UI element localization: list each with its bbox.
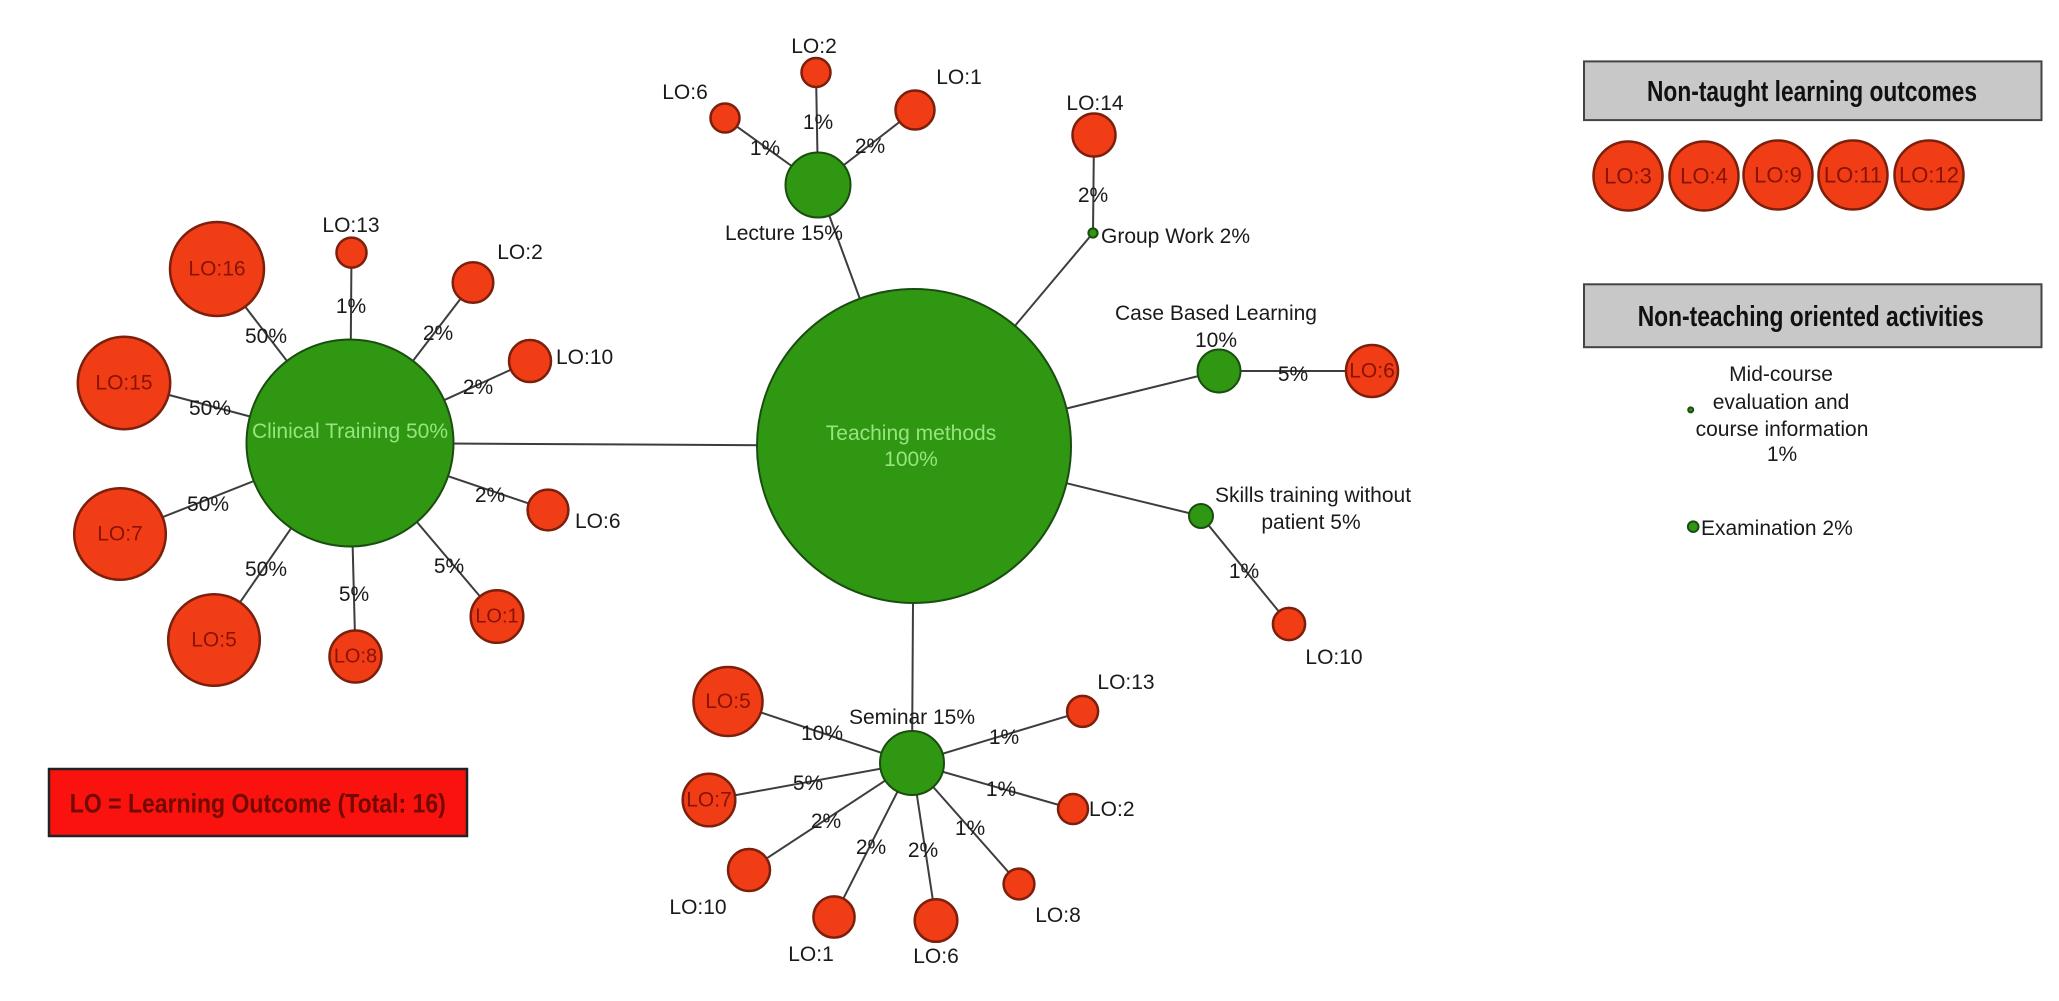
svg-text:course information: course information bbox=[1696, 418, 1869, 441]
svg-text:LO:5: LO:5 bbox=[191, 629, 237, 652]
svg-text:patient 5%: patient 5% bbox=[1261, 511, 1360, 534]
svg-text:Skills training without: Skills training without bbox=[1215, 484, 1411, 507]
svg-text:LO:4: LO:4 bbox=[1680, 164, 1728, 189]
svg-text:2%: 2% bbox=[908, 839, 938, 862]
svg-text:50%: 50% bbox=[187, 493, 229, 516]
svg-text:Non-taught learning outcomes: Non-taught learning outcomes bbox=[1647, 76, 1977, 108]
svg-text:LO:2: LO:2 bbox=[497, 241, 543, 264]
svg-text:50%: 50% bbox=[189, 397, 231, 420]
svg-text:LO:2: LO:2 bbox=[1089, 798, 1135, 821]
svg-text:LO:3: LO:3 bbox=[1604, 164, 1652, 189]
svg-text:2%: 2% bbox=[1078, 184, 1108, 207]
svg-text:LO:1: LO:1 bbox=[936, 66, 982, 89]
svg-text:2%: 2% bbox=[855, 135, 885, 158]
svg-text:1%: 1% bbox=[750, 137, 780, 160]
svg-text:Mid-course: Mid-course bbox=[1729, 363, 1833, 386]
svg-text:LO:14: LO:14 bbox=[1066, 92, 1124, 115]
svg-text:Lecture 15%: Lecture 15% bbox=[725, 222, 843, 245]
svg-text:Non-teaching oriented activiti: Non-teaching oriented activities bbox=[1638, 301, 1984, 333]
svg-text:5%: 5% bbox=[793, 772, 823, 795]
svg-text:5%: 5% bbox=[339, 583, 369, 606]
svg-text:Examination 2%: Examination 2% bbox=[1701, 517, 1853, 540]
svg-text:LO:7: LO:7 bbox=[97, 523, 143, 546]
svg-text:LO:12: LO:12 bbox=[1899, 163, 1959, 188]
svg-text:evaluation and: evaluation and bbox=[1713, 391, 1850, 414]
svg-text:LO:5: LO:5 bbox=[705, 690, 751, 713]
svg-text:LO:13: LO:13 bbox=[322, 214, 379, 237]
svg-text:1%: 1% bbox=[336, 295, 366, 318]
svg-text:10%: 10% bbox=[801, 722, 843, 745]
svg-text:1%: 1% bbox=[1767, 443, 1797, 466]
svg-text:5%: 5% bbox=[1278, 363, 1308, 386]
svg-text:LO:9: LO:9 bbox=[1754, 163, 1802, 188]
svg-text:1%: 1% bbox=[1229, 560, 1259, 583]
svg-text:1%: 1% bbox=[955, 817, 985, 840]
svg-text:LO:6: LO:6 bbox=[913, 945, 959, 968]
svg-text:Teaching methods: Teaching methods bbox=[826, 422, 996, 445]
svg-text:LO:6: LO:6 bbox=[662, 81, 708, 104]
svg-text:Clinical Training 50%: Clinical Training 50% bbox=[252, 420, 448, 443]
svg-text:LO:10: LO:10 bbox=[1305, 646, 1362, 669]
svg-text:2%: 2% bbox=[811, 810, 841, 833]
svg-text:LO:8: LO:8 bbox=[334, 646, 377, 668]
svg-text:LO:7: LO:7 bbox=[686, 789, 732, 812]
svg-text:2%: 2% bbox=[856, 836, 886, 859]
svg-text:LO:1: LO:1 bbox=[788, 943, 834, 966]
svg-text:LO:13: LO:13 bbox=[1097, 671, 1154, 694]
svg-text:LO:1: LO:1 bbox=[475, 606, 518, 628]
svg-text:2%: 2% bbox=[423, 322, 453, 345]
svg-text:2%: 2% bbox=[463, 376, 493, 399]
svg-text:1%: 1% bbox=[989, 726, 1019, 749]
svg-text:5%: 5% bbox=[434, 555, 464, 578]
svg-text:LO:10: LO:10 bbox=[556, 346, 613, 369]
svg-text:Group Work 2%: Group Work 2% bbox=[1101, 225, 1250, 248]
svg-text:2%: 2% bbox=[475, 484, 505, 507]
svg-text:LO:6: LO:6 bbox=[1349, 360, 1395, 383]
svg-text:LO:11: LO:11 bbox=[1824, 163, 1882, 188]
svg-text:1%: 1% bbox=[986, 778, 1016, 801]
svg-text:LO:10: LO:10 bbox=[669, 896, 726, 919]
svg-text:100%: 100% bbox=[884, 448, 938, 471]
svg-text:LO = Learning Outcome (Total:: LO = Learning Outcome (Total: 16) bbox=[70, 789, 446, 819]
svg-text:LO:6: LO:6 bbox=[575, 510, 621, 533]
svg-text:LO:2: LO:2 bbox=[791, 35, 837, 58]
svg-text:1%: 1% bbox=[803, 111, 833, 134]
svg-text:50%: 50% bbox=[245, 325, 287, 348]
svg-text:Seminar 15%: Seminar 15% bbox=[849, 706, 975, 729]
svg-text:LO:15: LO:15 bbox=[95, 372, 152, 395]
svg-text:LO:16: LO:16 bbox=[188, 258, 245, 281]
svg-text:Case Based Learning: Case Based Learning bbox=[1115, 302, 1317, 325]
svg-text:10%: 10% bbox=[1195, 329, 1237, 352]
svg-text:LO:8: LO:8 bbox=[1035, 904, 1081, 927]
svg-text:50%: 50% bbox=[245, 558, 287, 581]
